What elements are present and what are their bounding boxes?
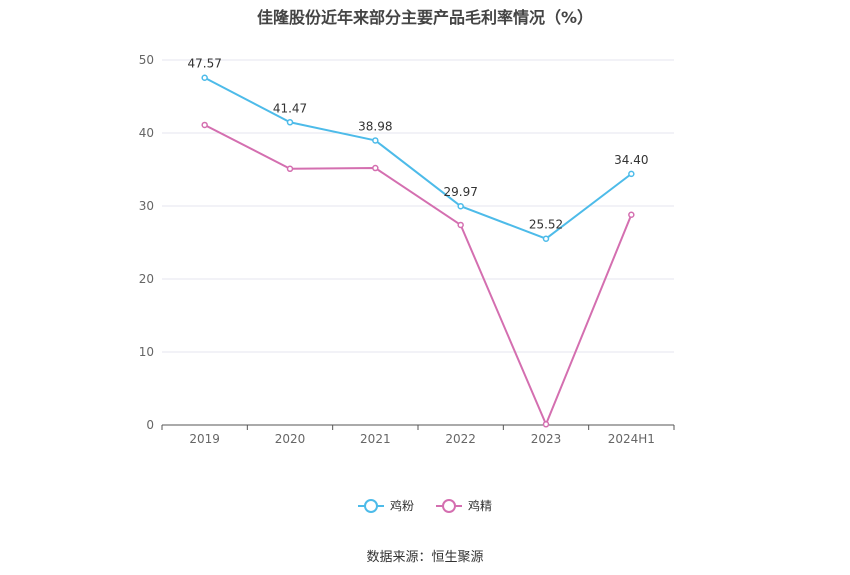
data-point [372, 137, 379, 144]
data-point [372, 164, 379, 172]
data-label: 47.57 [187, 57, 221, 71]
legend-item[interactable]: 鸡粉 [357, 497, 414, 514]
axes: 0 10 20 30 40 50 2019 2020 2021 2022 2023 2024H1 [139, 53, 675, 446]
y-tick-label: 0 [146, 418, 154, 432]
data-label: 34.40 [614, 153, 648, 167]
data-point [542, 235, 550, 242]
data-point [628, 170, 635, 178]
series-line-2 [204, 124, 633, 426]
legend-line-circle-icon [357, 498, 384, 513]
y-tick-label: 50 [139, 53, 154, 67]
chart-title: 佳隆股份近年来部分主要产品毛利率情况（%） [256, 8, 594, 27]
legend-item[interactable]: 鸡精 [436, 497, 492, 514]
source-note: 数据来源：恒生聚源 [366, 550, 484, 565]
data-point [628, 211, 635, 219]
y-tick-label: 30 [139, 199, 154, 213]
x-tick-label: 2022 [445, 432, 476, 446]
data-point [457, 221, 464, 229]
y-tick-label: 20 [139, 272, 154, 286]
data-point [542, 421, 550, 428]
data-point [286, 119, 294, 126]
legend-label: 鸡粉 [389, 499, 414, 513]
grid-lines [162, 59, 674, 353]
legend-line-circle-icon [436, 498, 462, 513]
x-tick-label: 2020 [275, 432, 306, 446]
data-labels: 47.57 41.47 38.98 29.97 25.52 34.40 [187, 57, 648, 232]
data-point [201, 74, 208, 81]
data-label: 41.47 [273, 101, 307, 115]
x-tick-label: 2023 [531, 432, 562, 446]
series-line-1 [204, 76, 632, 240]
y-tick-label: 10 [139, 345, 154, 359]
data-label: 29.97 [443, 185, 477, 199]
data-point [201, 121, 208, 129]
x-tick-label: 2019 [189, 432, 220, 446]
data-label: 38.98 [358, 119, 392, 133]
series-lines [201, 74, 635, 428]
data-point [286, 165, 294, 173]
x-tick-label: 2024H1 [608, 432, 655, 446]
legend: 鸡粉 鸡精 [0, 497, 850, 514]
data-point [457, 202, 464, 210]
y-tick-label: 40 [139, 126, 154, 140]
x-tick-label: 2021 [360, 432, 391, 446]
data-label: 25.52 [529, 218, 563, 232]
legend-label: 鸡精 [468, 499, 493, 513]
